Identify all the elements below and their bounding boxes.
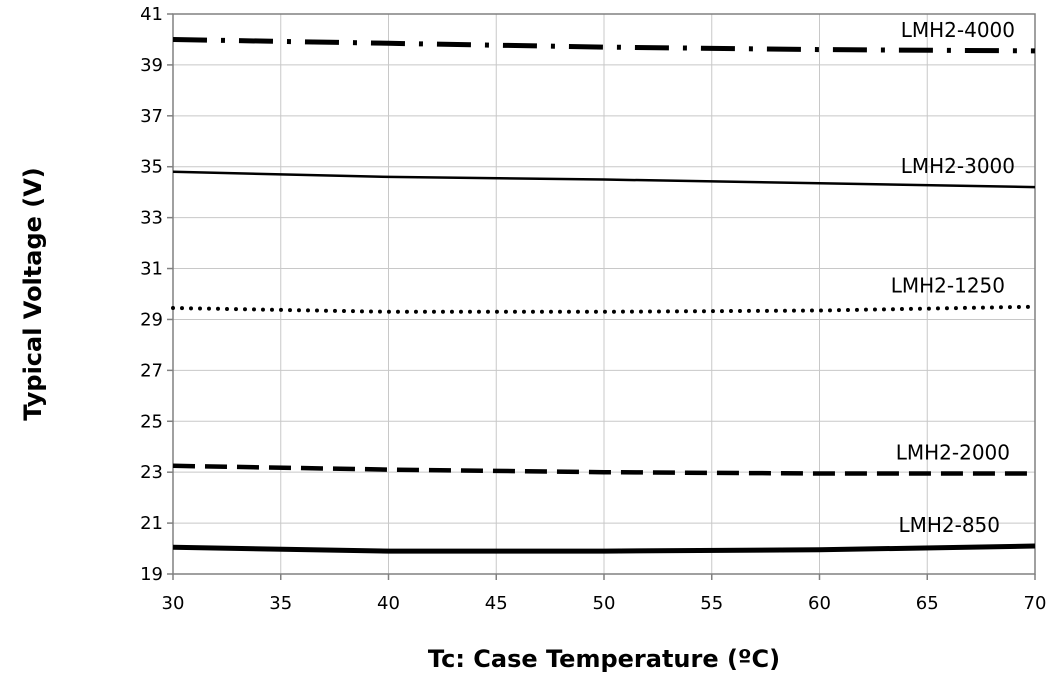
y-tick-label: 37 <box>140 106 163 127</box>
y-tick-label: 27 <box>140 360 163 381</box>
series-lines <box>171 37 1037 554</box>
series-line-lmh2-3000 <box>172 170 1036 189</box>
y-tick-label: 19 <box>140 564 163 585</box>
y-tick-label: 33 <box>140 208 163 229</box>
x-tick-label: 40 <box>377 593 400 614</box>
y-axis-title: Typical Voltage (V) <box>19 167 47 421</box>
y-tick-label: 29 <box>140 309 163 330</box>
y-tick-label: 41 <box>140 4 163 25</box>
x-tick-label: 65 <box>916 593 939 614</box>
x-axis-ticks: 30 35 40 45 50 55 60 65 70 <box>162 574 1047 614</box>
x-axis-title: Tc: Case Temperature (ºC) <box>428 645 780 673</box>
y-tick-label: 31 <box>140 259 163 280</box>
series-labels: LMH2-4000 LMH2-3000 LMH2-1250 LMH2-2000 LMH2… <box>891 18 1015 537</box>
series-line-lmh2-1250 <box>171 304 1037 314</box>
series-line-lmh2-2000 <box>172 463 1035 476</box>
y-tick-label: 25 <box>140 411 163 432</box>
y-tick-label: 23 <box>140 462 163 483</box>
y-tick-label: 35 <box>140 157 163 178</box>
series-label-lmh2-2000: LMH2-2000 <box>896 440 1010 464</box>
x-tick-label: 35 <box>269 593 292 614</box>
series-label-lmh2-4000: LMH2-4000 <box>901 18 1015 42</box>
x-tick-label: 70 <box>1024 593 1047 614</box>
grid-lines <box>172 13 1036 575</box>
x-tick-label: 50 <box>593 593 616 614</box>
series-label-lmh2-850: LMH2-850 <box>898 513 1000 537</box>
y-axis-ticks: 19 21 23 25 27 29 31 33 35 37 39 41 <box>140 4 173 585</box>
y-tick-label: 21 <box>140 513 163 534</box>
series-line-lmh2-850 <box>172 543 1036 554</box>
x-tick-label: 30 <box>162 593 185 614</box>
x-tick-label: 60 <box>808 593 831 614</box>
series-label-lmh2-3000: LMH2-3000 <box>901 154 1015 178</box>
series-label-lmh2-1250: LMH2-1250 <box>891 274 1005 298</box>
y-tick-label: 39 <box>140 55 163 76</box>
x-tick-label: 45 <box>485 593 508 614</box>
series-line-lmh2-4000 <box>172 37 1036 54</box>
x-tick-label: 55 <box>700 593 723 614</box>
